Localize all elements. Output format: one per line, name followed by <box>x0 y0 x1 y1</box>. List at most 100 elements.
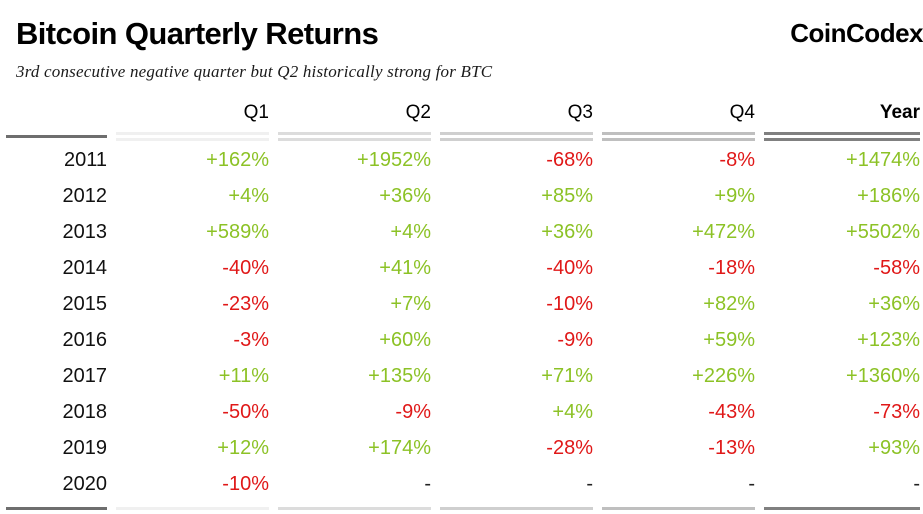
cell-q2: +41% <box>379 256 431 279</box>
column-header-q3: Q3 <box>567 102 593 123</box>
cell-q2: -9% <box>395 400 431 423</box>
cell-year-total: +123% <box>857 328 920 351</box>
cell-q4: -8% <box>719 148 755 171</box>
cell-q4: +82% <box>703 292 755 315</box>
cell-q2: +36% <box>379 184 431 207</box>
column-header-year-label <box>0 96 110 130</box>
rule-cell-q1 <box>110 130 272 142</box>
table-row: 2013 +589% +4% +36% +472% +5502% <box>0 214 923 250</box>
footer-rule-cell-year <box>0 502 110 514</box>
cell-q1: -3% <box>233 328 269 351</box>
footer-rule-cell-q3 <box>434 502 596 514</box>
cell-q2: +4% <box>390 220 431 243</box>
row-year-label: 2012 <box>62 184 108 207</box>
cell-q3: -28% <box>546 436 593 459</box>
cell-q3: +36% <box>541 220 593 243</box>
cell-year-total: - <box>913 472 920 495</box>
cell-q1: +4% <box>228 184 269 207</box>
rule-bar-q2-bottom <box>278 137 431 141</box>
row-year-label: 2017 <box>62 364 108 387</box>
cell-q4: -43% <box>708 400 755 423</box>
table-row: 2017 +11% +135% +71% +226% +1360% <box>0 358 923 394</box>
cell-q4: -18% <box>708 256 755 279</box>
table-row: 2011 +162% +1952% -68% -8% +1474% <box>0 142 923 178</box>
table-row: 2018 -50% -9% +4% -43% -73% <box>0 394 923 430</box>
cell-q3: -9% <box>557 328 593 351</box>
cell-year-total: +93% <box>868 436 920 459</box>
table-footer <box>0 502 923 514</box>
quarterly-returns-table: Q1 Q2 Q3 Q4 Year <box>0 96 923 514</box>
footer-rule-bar-q1 <box>116 506 269 510</box>
cell-q4: +9% <box>714 184 755 207</box>
cell-year-total: +5502% <box>846 220 920 243</box>
row-year-label: 2015 <box>62 292 108 315</box>
cell-year-total: +1474% <box>846 148 920 171</box>
cell-q1: -50% <box>222 400 269 423</box>
rule-bar-q4-bottom <box>602 137 755 141</box>
table-row: 2019 +12% +174% -28% -13% +93% <box>0 430 923 466</box>
cell-year-total: -73% <box>873 400 920 423</box>
rule-bar-q4-top <box>602 131 755 135</box>
row-year-label: 2018 <box>62 400 108 423</box>
rule-bar-q1-top <box>116 131 269 135</box>
rule-cell-q4 <box>596 130 758 142</box>
cell-q4: +472% <box>692 220 755 243</box>
cell-q3: -40% <box>546 256 593 279</box>
footer-rule-cell-total <box>758 502 923 514</box>
footer-rule-bar-q4 <box>602 506 755 510</box>
page-subtitle: 3rd consecutive negative quarter but Q2 … <box>16 62 493 81</box>
cell-q1: +162% <box>206 148 269 171</box>
cell-q3: +71% <box>541 364 593 387</box>
rule-bar-total-bottom <box>764 137 920 141</box>
row-year-label: 2011 <box>63 148 107 171</box>
cell-q2: +174% <box>368 436 431 459</box>
cell-q3: +85% <box>541 184 593 207</box>
table-header-row: Q1 Q2 Q3 Q4 Year <box>0 96 923 130</box>
header-rule-row <box>0 130 923 142</box>
rule-bar-q3-top <box>440 131 593 135</box>
rule-cell-q2 <box>272 130 434 142</box>
cell-year-total: +186% <box>857 184 920 207</box>
column-header-q4: Q4 <box>729 102 755 123</box>
footer-rule-bar-year <box>6 506 107 510</box>
cell-q2: +60% <box>379 328 431 351</box>
quarterly-returns-table-wrapper: Q1 Q2 Q3 Q4 Year <box>0 96 923 514</box>
cell-q2: - <box>424 472 431 495</box>
column-header-q1: Q1 <box>243 102 269 123</box>
footer-rule-row <box>0 502 923 514</box>
table-body: 2011 +162% +1952% -68% -8% +1474% 2012 +4% +36% +… <box>0 142 923 502</box>
footer-rule-bar-q3 <box>440 506 593 510</box>
cell-q3: -10% <box>546 292 593 315</box>
rule-bar-q1-bottom <box>116 137 269 141</box>
footer-rule-bar-q2 <box>278 506 431 510</box>
footer-rule-cell-q2 <box>272 502 434 514</box>
cell-q2: +135% <box>368 364 431 387</box>
cell-q1: +11% <box>218 364 269 387</box>
footer-rule-bar-total <box>764 506 920 510</box>
table-row: 2012 +4% +36% +85% +9% +186% <box>0 178 923 214</box>
cell-q4: - <box>748 472 755 495</box>
table-row: 2015 -23% +7% -10% +82% +36% <box>0 286 923 322</box>
rule-bar-q2-top <box>278 131 431 135</box>
cell-q3: - <box>586 472 593 495</box>
cell-q2: +1952% <box>357 148 431 171</box>
chart-header: Bitcoin Quarterly Returns CoinCodex 3rd … <box>0 0 923 96</box>
cell-q2: +7% <box>390 292 431 315</box>
page-title: Bitcoin Quarterly Returns <box>16 16 379 51</box>
rule-bar-year <box>6 134 107 138</box>
cell-q1: -10% <box>222 472 269 495</box>
cell-year-total: +1360% <box>846 364 920 387</box>
row-year-label: 2020 <box>62 472 108 495</box>
table-row: 2020 -10% - - - - <box>0 466 923 502</box>
rule-bar-q3-bottom <box>440 137 593 141</box>
row-year-label: 2014 <box>62 256 108 279</box>
rule-cell-year <box>0 130 110 142</box>
brand-logo-text: CoinCodex <box>790 18 923 48</box>
rule-cell-q3 <box>434 130 596 142</box>
row-year-label: 2019 <box>62 436 108 459</box>
cell-q1: -40% <box>222 256 269 279</box>
cell-q1: +589% <box>206 220 269 243</box>
cell-year-total: -58% <box>873 256 920 279</box>
row-year-label: 2013 <box>62 220 108 243</box>
row-year-label: 2016 <box>62 328 108 351</box>
